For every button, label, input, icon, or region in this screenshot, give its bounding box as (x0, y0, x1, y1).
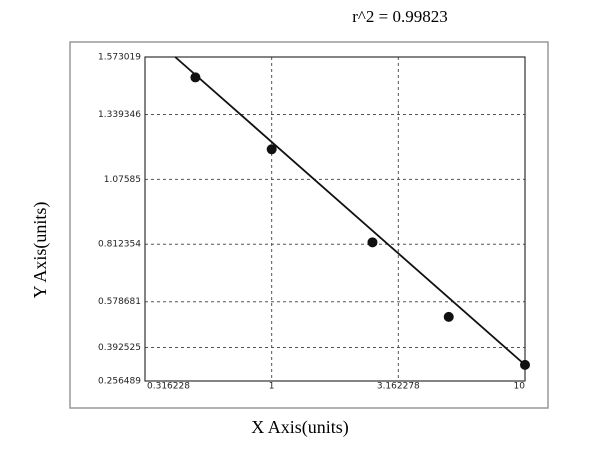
y-tick-label: 0.812354 (98, 240, 141, 250)
data-point (443, 311, 454, 322)
y-tick-label: 0.392525 (98, 343, 141, 353)
y-axis-label: Y Axis(units) (30, 202, 51, 299)
data-point (367, 237, 378, 248)
chart-title: r^2 = 0.99823 (352, 7, 447, 26)
data-point (190, 72, 201, 83)
data-point (266, 144, 277, 155)
outer-frame (69, 41, 549, 409)
x-axis-label: X Axis(units) (251, 417, 349, 438)
y-tick-label: 1.07585 (104, 175, 141, 185)
x-tick-label: 0.316228 (147, 382, 190, 392)
data-point (520, 359, 530, 370)
y-tick-label: 1.573019 (98, 53, 141, 63)
x-tick-label: 1 (269, 382, 275, 392)
y-tick-label: 1.339346 (98, 110, 141, 120)
x-tick-label: 3.162278 (377, 382, 420, 392)
x-tick-label: 10 (514, 382, 526, 392)
y-tick-label: 0.578681 (98, 297, 141, 307)
y-tick-label: 0.256489 (98, 377, 141, 387)
fit-line (174, 56, 526, 366)
plot-area (144, 56, 526, 382)
